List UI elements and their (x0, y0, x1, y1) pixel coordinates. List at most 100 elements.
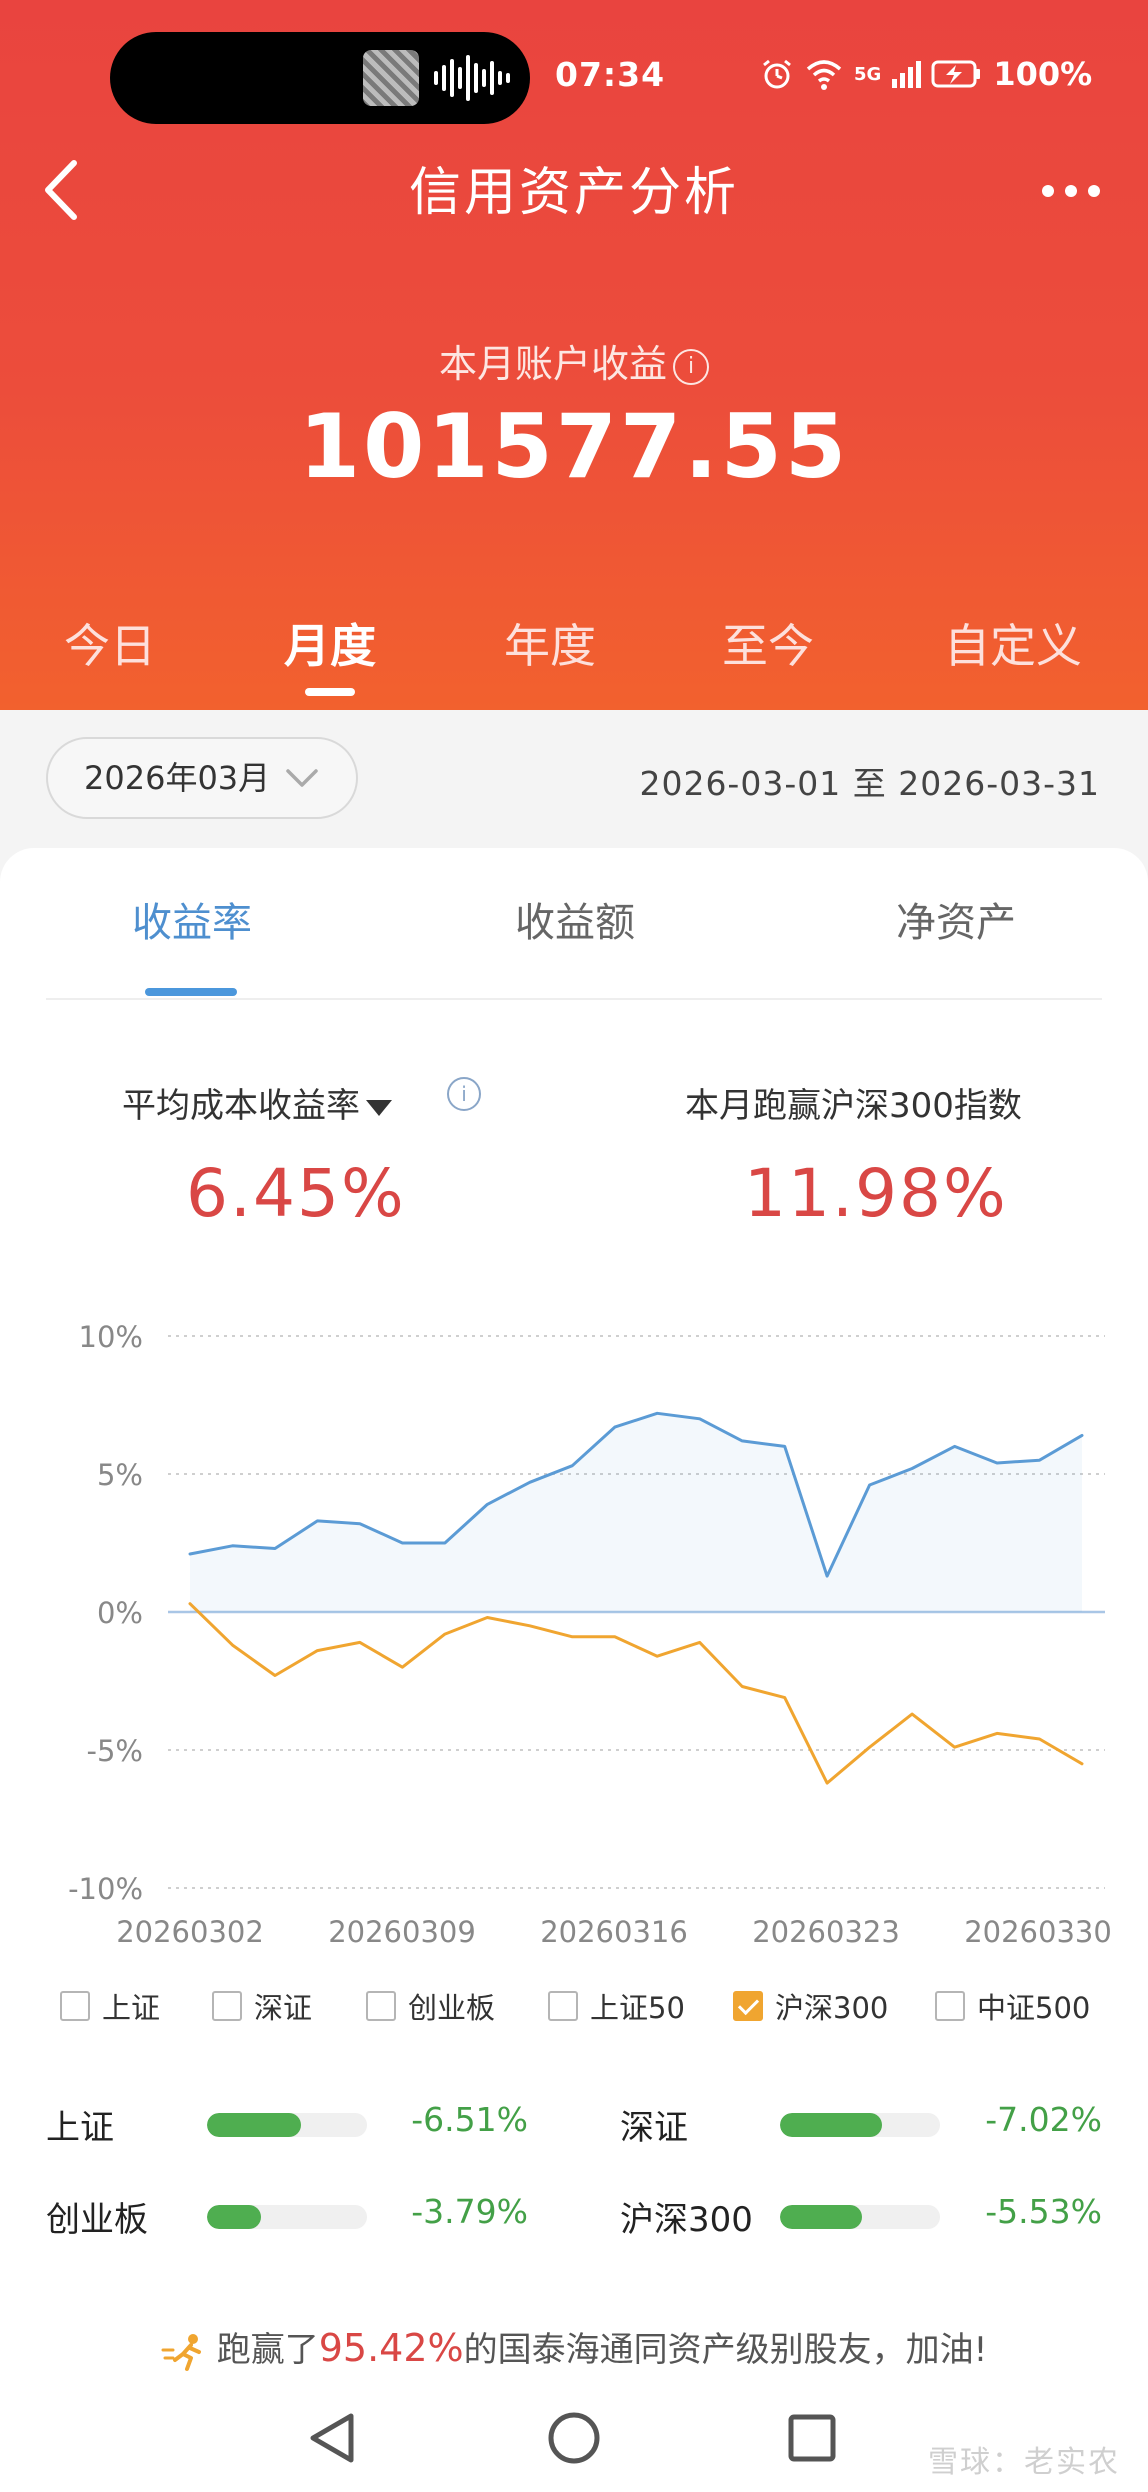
checkbox-sse50[interactable]: 上证50 (548, 1985, 685, 2027)
checkbox-box[interactable] (935, 1991, 965, 2021)
earnings-value: 101577.55 (298, 395, 850, 498)
signal-icon (892, 61, 922, 88)
metric-tab-label: 收益额 (515, 900, 635, 946)
active-metric-indicator (145, 988, 237, 996)
active-tab-indicator (305, 688, 355, 696)
dynamic-island (110, 32, 530, 124)
checkbox-box[interactable] (366, 1991, 396, 2021)
index-return-bar (780, 2205, 940, 2229)
tab-label: 月度 (284, 619, 376, 673)
x-tick-label: 20260316 (540, 1915, 688, 1949)
earnings-label-text: 本月账户收益 (438, 342, 667, 386)
battery-charging-icon (931, 60, 981, 88)
month-selector[interactable]: 2026年03月 (46, 737, 358, 819)
tab-yearly[interactable]: 年度 (440, 610, 660, 676)
month-selector-label: 2026年03月 (84, 759, 271, 797)
period-tabs: 今日 月度 年度 至今 自定义 (0, 610, 1148, 696)
nav-recents-icon[interactable] (782, 2408, 842, 2468)
beat-percent: 95.42% (318, 2326, 464, 2370)
account-return-line (188, 1411, 1084, 1578)
checkbox-label: 创业板 (408, 1991, 496, 2025)
y-tick-label: -10% (68, 1872, 143, 1906)
watermark: 雪球：老实农 (928, 2445, 1120, 2480)
x-tick-label: 20260323 (752, 1915, 900, 1949)
return-rate-chart: 10% 5% 0% -5% -10% 20260302 20260309 20260316 20… (68, 1320, 1112, 1949)
checkbox-shanghai[interactable]: 上证 (60, 1985, 160, 2027)
checkbox-chinext[interactable]: 创业板 (366, 1985, 495, 2027)
analysis-card (0, 848, 1148, 2492)
metric-tab-label: 净资产 (896, 900, 1016, 946)
index-name: 沪深300 (620, 2200, 753, 2240)
checkbox-box-checked[interactable] (733, 1991, 763, 2021)
tab-label: 至今 (722, 619, 814, 673)
tab-to-date[interactable]: 至今 (658, 610, 878, 676)
checkbox-box[interactable] (548, 1991, 578, 2021)
checkbox-label: 深证 (254, 1991, 313, 2025)
page-title: 信用资产分析 (408, 163, 739, 223)
x-tick-label: 20260309 (328, 1915, 476, 1949)
beat-friends-message: 跑赢了95.42%的国泰海通同资产级别股友，加油! (0, 2322, 1148, 2372)
tab-today[interactable]: 今日 (0, 610, 220, 676)
nav-home-icon[interactable] (544, 2408, 604, 2468)
date-range: 2026-03-01 至 2026-03-31 (639, 764, 1100, 803)
y-tick-label: 5% (97, 1458, 143, 1492)
earnings-label: 本月账户收益 i (0, 333, 1148, 388)
avg-cost-return-selector[interactable]: 平均成本收益率 (122, 1078, 392, 1127)
tab-label: 今日 (64, 619, 156, 673)
network-type: 5G (854, 63, 882, 85)
index-return-bar-fill (207, 2205, 262, 2229)
x-tick-label: 20260330 (964, 1915, 1112, 1949)
chevron-down-icon (286, 769, 318, 787)
y-tick-label: -5% (87, 1734, 143, 1768)
metric-tab-label: 收益率 (132, 900, 252, 946)
index-return-bar-fill (780, 2205, 862, 2229)
checkbox-box[interactable] (212, 1991, 242, 2021)
alarm-icon (763, 59, 791, 89)
wifi-icon (806, 60, 842, 90)
checkbox-label: 上证50 (590, 1991, 685, 2025)
checkbox-label: 上证 (102, 1991, 161, 2025)
info-icon[interactable]: i (673, 348, 709, 385)
beat-prefix: 跑赢了 (216, 2330, 319, 2370)
back-arrow-icon[interactable] (40, 155, 84, 225)
status-icons: 5G 100% (760, 55, 1092, 93)
index-return-value: -3.79% (411, 2192, 528, 2231)
checkbox-shenzhen[interactable]: 深证 (212, 1985, 312, 2027)
more-options-icon[interactable] (1040, 178, 1102, 204)
nav-back-icon[interactable] (303, 2408, 363, 2468)
index-return-bar-fill (780, 2113, 883, 2137)
tab-label: 自定义 (944, 619, 1082, 673)
checkbox-label: 中证500 (977, 1991, 1091, 2025)
tab-return-amount[interactable]: 收益额 (445, 890, 705, 948)
tab-custom[interactable]: 自定义 (903, 610, 1123, 676)
system-nav-bar (0, 2380, 1148, 2492)
index-return-bar (780, 2113, 940, 2137)
media-thumbnail (363, 50, 419, 106)
index-return-value: -7.02% (985, 2100, 1102, 2139)
checkbox-csi500[interactable]: 中证500 (935, 1985, 1090, 2027)
checkbox-label: 沪深300 (775, 1991, 889, 2025)
beat-index-value: 11.98% (744, 1155, 1008, 1232)
runner-icon (161, 2333, 201, 2371)
tab-net-assets[interactable]: 净资产 (826, 890, 1086, 948)
avg-cost-return-label: 平均成本收益率 (122, 1086, 360, 1126)
info-icon[interactable]: i (447, 1077, 481, 1111)
tab-label: 年度 (504, 619, 596, 673)
tab-return-rate[interactable]: 收益率 (62, 890, 322, 948)
index-return-value: -6.51% (411, 2100, 528, 2139)
checkbox-csi300[interactable]: 沪深300 (733, 1985, 888, 2027)
index-return-bar-fill (207, 2113, 302, 2137)
index-return-line (188, 1602, 1084, 1785)
audio-wave-icon (434, 55, 510, 101)
series-area (190, 1413, 1082, 1612)
index-checkbox-row: 上证 深证 创业板 上证50 沪深300 中证500 (0, 1985, 1148, 2031)
divider (46, 998, 1102, 1000)
x-tick-label: 20260302 (116, 1915, 264, 1949)
beat-suffix: 的国泰海通同资产级别股友，加油! (463, 2330, 988, 2370)
index-return-bar (207, 2205, 367, 2229)
index-return-bar (207, 2113, 367, 2137)
index-name: 上证 (46, 2108, 114, 2148)
dropdown-triangle-icon (366, 1099, 392, 1116)
tab-monthly[interactable]: 月度 (220, 610, 440, 696)
checkbox-box[interactable] (60, 1991, 90, 2021)
